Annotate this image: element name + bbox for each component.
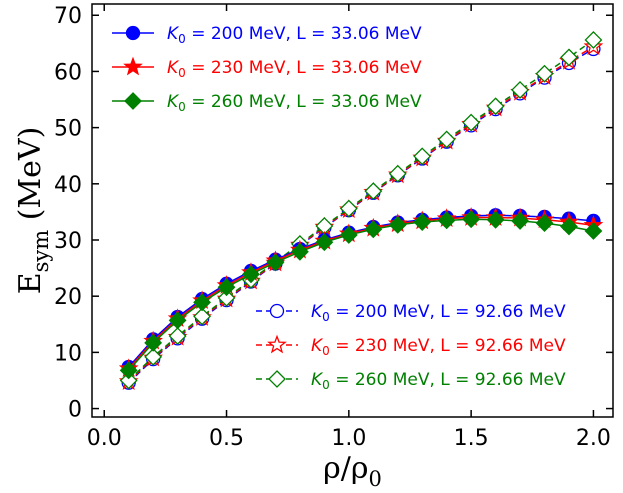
x-tick-label: 2.0 (576, 426, 611, 451)
legend-marker (125, 25, 141, 41)
x-tick-label: 0.5 (209, 426, 244, 451)
series-point (511, 81, 529, 99)
legend-top-left: K0 = 200 MeV, L = 33.06 MeV K0 = 230 MeV,… (112, 24, 422, 114)
series-point (144, 347, 163, 366)
series-point (388, 215, 407, 234)
series-point (119, 371, 138, 390)
series-point (584, 222, 603, 240)
y-axis-title: Esym (MeV) (13, 127, 53, 295)
series-point (486, 97, 505, 116)
series-point (315, 233, 334, 252)
y-tick-label: 70 (54, 4, 82, 29)
series-point (193, 293, 211, 312)
legend-marker (123, 56, 143, 76)
legend-marker (267, 334, 287, 354)
series-point (144, 333, 163, 352)
y-tick-label: 60 (54, 60, 82, 85)
series-point (119, 361, 138, 380)
series-point (364, 182, 383, 201)
legend-label: K0 = 230 MeV, L = 92.66 MeV (311, 336, 566, 358)
legend-label: K0 = 200 MeV, L = 33.06 MeV (167, 24, 422, 46)
series-point (193, 307, 211, 326)
legend-label: K0 = 200 MeV, L = 92.66 MeV (311, 302, 566, 324)
series-point (486, 210, 505, 229)
plot-frame (91, 3, 614, 418)
series-point (168, 311, 187, 330)
series-point (364, 220, 383, 239)
series-point (584, 31, 603, 49)
series-point (168, 327, 187, 346)
series-point (388, 164, 407, 183)
series-point (560, 217, 578, 236)
x-axis-title: ρ/ρ0 (323, 451, 382, 491)
series-point (462, 210, 481, 229)
legend-entry: K0 = 260 MeV, L = 92.66 MeV (256, 370, 566, 392)
y-tick-label: 50 (54, 117, 82, 142)
series-point (290, 242, 309, 261)
series-point (437, 130, 456, 149)
series-point (242, 265, 260, 284)
series-point (266, 253, 285, 272)
legend-entry: K0 = 230 MeV, L = 92.66 MeV (256, 334, 566, 358)
legend-label: K0 = 260 MeV, L = 92.66 MeV (311, 370, 566, 392)
series-layer (118, 31, 604, 390)
legend-lower-right: K0 = 200 MeV, L = 92.66 MeV K0 = 230 MeV,… (256, 302, 566, 392)
series-point (217, 288, 236, 307)
legend-label: K0 = 260 MeV, L = 33.06 MeV (167, 92, 422, 114)
legend-marker (269, 303, 285, 319)
series-2 (119, 210, 603, 380)
legend-entry: K0 = 200 MeV, L = 33.06 MeV (112, 24, 422, 46)
y-tick-label: 20 (54, 285, 82, 310)
y-tick-label: 10 (54, 341, 82, 366)
x-tick-label: 0.0 (87, 426, 122, 451)
series-point (462, 113, 481, 132)
series-point (339, 199, 358, 218)
series-point (413, 147, 432, 166)
legend-entry: K0 = 230 MeV, L = 33.06 MeV (112, 56, 422, 80)
series-point (560, 48, 578, 67)
y-tick-label: 0 (68, 398, 82, 423)
series-point (535, 214, 554, 233)
legend-entry: K0 = 260 MeV, L = 33.06 MeV (112, 92, 422, 114)
x-tick-label: 1.5 (454, 426, 489, 451)
series-point (437, 211, 456, 230)
series-point (217, 278, 236, 297)
legend-label: K0 = 230 MeV, L = 33.06 MeV (167, 58, 422, 80)
series-point (339, 226, 358, 244)
y-tick-label: 30 (54, 229, 82, 254)
legend-layer: K0 = 200 MeV, L = 33.06 MeV K0 = 230 MeV,… (112, 24, 566, 392)
legend-marker (124, 92, 142, 110)
legend-marker (268, 370, 286, 388)
series-point (413, 213, 432, 231)
series-point (535, 64, 554, 83)
y-tick-label: 40 (54, 173, 82, 198)
ticks-layer: 0.0 0.5 1.0 1.5 2.0 0 10 20 30 40 50 60 70 (54, 4, 613, 451)
legend-entry: K0 = 200 MeV, L = 92.66 MeV (256, 302, 566, 324)
x-tick-label: 1.0 (331, 426, 366, 451)
series-point (511, 211, 529, 230)
series-5 (119, 31, 603, 390)
